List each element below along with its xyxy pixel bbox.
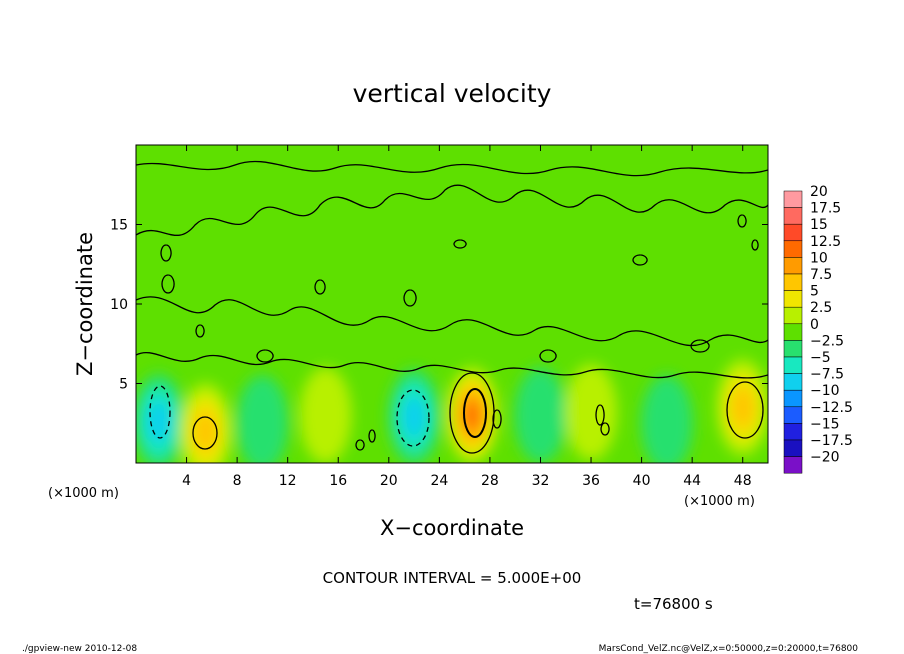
colorbar-cell — [783, 389, 803, 408]
x-tick-label: 24 — [430, 473, 448, 489]
footer-left: ./gpview-new 2010-12-08 — [22, 644, 137, 654]
colorbar-cell — [783, 223, 803, 242]
velocity-field — [136, 359, 768, 463]
contour-downdraft-22km — [396, 389, 430, 447]
y-tick-label: 15 — [110, 218, 128, 234]
field-feature-2-level-1 — [236, 375, 289, 463]
x-tick-label: 32 — [532, 473, 550, 489]
contour-interval: CONTOUR INTERVAL = 5.000E+00 — [323, 569, 582, 587]
colorbar-cell — [783, 257, 803, 275]
contour-top-wave — [136, 160, 768, 177]
colorbar-cell — [783, 356, 803, 374]
colorbar-labels: 2017.51512.5107.552.50−2.5−5−7.5−10−12.5… — [810, 184, 853, 466]
x-unit-right: (×1000 m) — [684, 494, 755, 509]
field-feature-1-level-3 — [194, 410, 217, 452]
colorbar-cell — [783, 190, 803, 208]
x-tick-label: 48 — [734, 473, 752, 489]
field-feature-3-level-1 — [299, 367, 352, 463]
contour-updraft-5km — [192, 416, 218, 450]
colorbar-label: 20 — [810, 184, 828, 200]
colorbar-label: −5 — [810, 350, 831, 366]
y-tick-label: 10 — [110, 297, 128, 313]
colorbar-cells — [783, 190, 803, 474]
x-tick-label: 8 — [233, 473, 242, 489]
x-tick-label: 40 — [633, 473, 651, 489]
field-feature-4-level-3 — [402, 396, 426, 438]
colorbar-label: −15 — [810, 416, 840, 432]
x-tick-label: 4 — [182, 473, 191, 489]
colorbar-label: −12.5 — [810, 400, 853, 416]
x-tick-label: 28 — [481, 473, 499, 489]
colorbar-cell — [783, 207, 803, 225]
colorbar-label: −10 — [810, 383, 840, 399]
colorbar-label: 17.5 — [810, 201, 841, 217]
colorbar-label: 7.5 — [810, 267, 832, 283]
y-axis-label: Z−coordinate — [73, 232, 97, 376]
colorbar-cell — [783, 240, 803, 258]
x-axis: 4 8 12 16 20 24 28 32 36 40 44 48 — [182, 145, 752, 489]
colorbar-cell — [783, 373, 803, 391]
colorbar-label: 5 — [810, 284, 819, 300]
colorbar-label: 2.5 — [810, 300, 832, 316]
contour-small-cells — [160, 214, 759, 451]
colorbar-cell — [783, 340, 803, 358]
colorbar-cell — [783, 323, 803, 341]
colorbar-cell — [783, 406, 803, 424]
colorbar-label: 15 — [810, 217, 828, 233]
x-tick-label: 16 — [329, 473, 347, 489]
colorbar-label: −20 — [810, 450, 840, 466]
contour-lower-boundary — [136, 351, 768, 379]
contour-updraft-27km — [463, 388, 487, 438]
colorbar-cell — [783, 273, 803, 291]
field-feature-5-level-5 — [465, 402, 480, 429]
colorbar-label: 10 — [810, 250, 828, 266]
colorbar-cell — [783, 290, 803, 308]
contour-updraft-48km — [726, 381, 764, 439]
contour-upper-boundary — [136, 184, 768, 236]
colorbar-cell — [783, 423, 803, 441]
colorbar-cell — [783, 439, 803, 457]
colorbar-label: −2.5 — [810, 333, 844, 349]
field-feature-6-level-1 — [514, 367, 567, 463]
contour-downdraft-2km — [149, 385, 171, 439]
contour-mid-boundary — [136, 296, 768, 347]
field-feature-7-level-1 — [565, 364, 618, 461]
colorbar-label: −7.5 — [810, 367, 844, 383]
colorbar-label: 12.5 — [810, 234, 841, 250]
colorbar: 2017.51512.5107.552.50−2.5−5−7.5−10−12.5… — [783, 184, 853, 474]
field-feature-9-level-3 — [731, 386, 754, 428]
field-feature-8-level-1 — [640, 375, 693, 463]
x-tick-label: 12 — [279, 473, 297, 489]
contour-lines — [136, 160, 768, 454]
footer-right: MarsCond_VelZ.nc@VelZ,x=0:50000,z=0:2000… — [599, 644, 859, 654]
time-stamp: t=76800 s — [634, 595, 713, 613]
x-unit-left: (×1000 m) — [48, 486, 119, 501]
x-tick-label: 44 — [683, 473, 701, 489]
colorbar-cell — [783, 306, 803, 325]
y-tick-label: 5 — [119, 377, 128, 393]
colorbar-cell — [783, 456, 803, 474]
colorbar-label: 0 — [810, 317, 819, 333]
y-axis: 5 10 15 — [110, 218, 768, 393]
colorbar-label: −17.5 — [810, 433, 853, 449]
x-tick-label: 20 — [380, 473, 398, 489]
x-tick-label: 36 — [582, 473, 600, 489]
chart-title: vertical velocity — [353, 79, 552, 108]
x-axis-label: X−coordinate — [380, 516, 524, 540]
